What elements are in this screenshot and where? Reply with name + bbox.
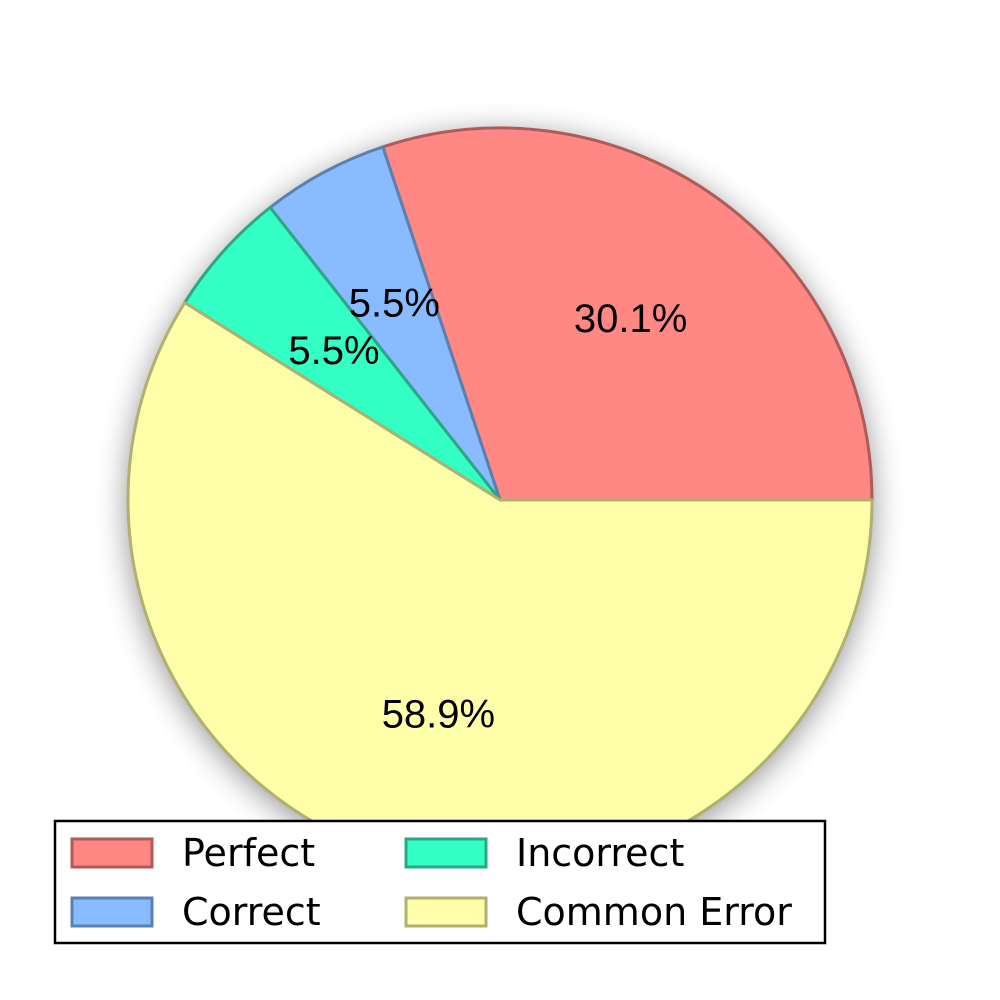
pie-slice-perfect — [381, 126, 874, 502]
slice-labels: 30.1% 5.5%5.5% 58.9% — [288, 281, 687, 736]
legend: Perfect Correct Incorrect Common Error — [53, 819, 827, 945]
slice-label-correct: 5.5% — [349, 281, 440, 325]
pie-group — [126, 126, 874, 874]
legend-swatch-common-error — [404, 896, 488, 928]
legend-swatch-incorrect — [404, 837, 488, 869]
legend-label-correct: Correct — [182, 890, 321, 934]
slice-label-incorrect: 5.5% — [288, 329, 379, 373]
slice-label-perfect: 30.1% — [574, 297, 687, 341]
slice-label-common-error: 58.9% — [382, 693, 495, 737]
legend-label-incorrect: Incorrect — [516, 831, 684, 875]
legend-label-perfect: Perfect — [182, 831, 315, 875]
legend-label-common-error: Common Error — [516, 890, 792, 934]
legend-swatch-perfect — [70, 837, 154, 869]
legend-swatch-correct — [70, 896, 154, 928]
